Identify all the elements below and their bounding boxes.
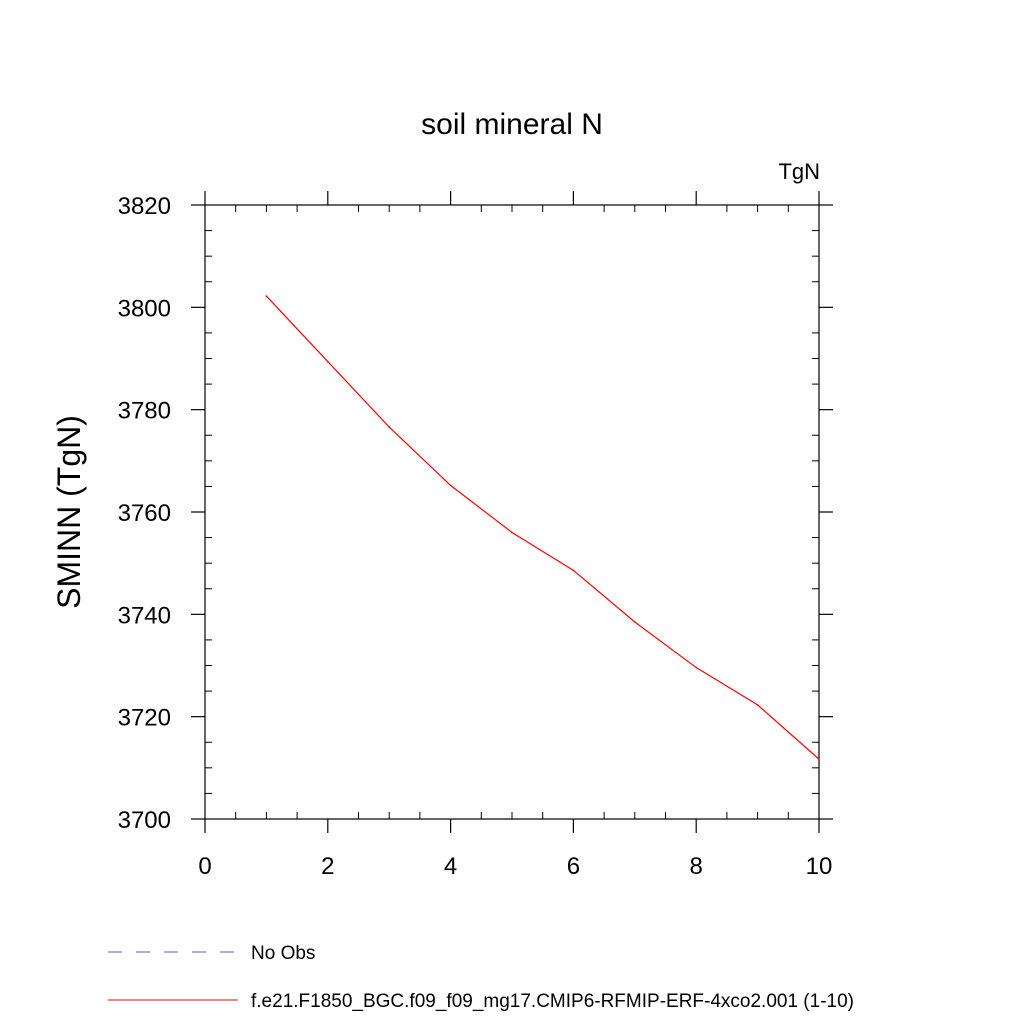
y-tick-label: 3700 [118, 807, 171, 834]
data-point [265, 295, 268, 297]
units-label: TgN [778, 159, 820, 184]
x-tick-label: 4 [444, 853, 457, 880]
x-tick-label: 0 [198, 853, 211, 880]
y-tick-label: 3800 [118, 295, 171, 322]
y-tick-label: 3720 [118, 705, 171, 732]
x-tick-labels: 0 2 4 6 8 10 [198, 853, 832, 880]
chart-title: soil mineral N [421, 108, 603, 141]
plot-frame [204, 204, 820, 820]
y-tick-label: 3780 [118, 398, 171, 425]
data-point [756, 704, 759, 706]
y-tick-label: 3820 [118, 193, 171, 220]
data-point [634, 621, 636, 623]
y-axis-label: SMINN (TgN) [51, 415, 87, 609]
y-tick-labels: 3700 3720 3740 3760 3780 3800 3820 [118, 193, 171, 834]
data-point [449, 484, 452, 487]
series-line [265, 295, 820, 760]
legend-label: f.e21.F1850_BGC.f09_f09_mg17.CMIP6-RFMIP… [251, 991, 854, 1012]
data-point [695, 666, 697, 669]
data-point [511, 531, 513, 534]
data-point [327, 360, 329, 363]
data-point [572, 569, 575, 572]
axis-ticks [191, 191, 833, 833]
y-tick-label: 3740 [118, 602, 171, 629]
y-tick-label: 3760 [118, 500, 171, 527]
data-point [818, 758, 820, 760]
data-point [388, 426, 391, 428]
x-tick-label: 10 [806, 853, 833, 880]
legend: No Obs f.e21.F1850_BGC.f09_f09_mg17.CMIP6… [108, 943, 854, 1012]
x-tick-label: 2 [321, 853, 334, 880]
x-tick-label: 8 [690, 853, 703, 880]
x-tick-label: 6 [567, 853, 580, 880]
series-layer [265, 295, 820, 760]
legend-label: No Obs [251, 943, 315, 964]
